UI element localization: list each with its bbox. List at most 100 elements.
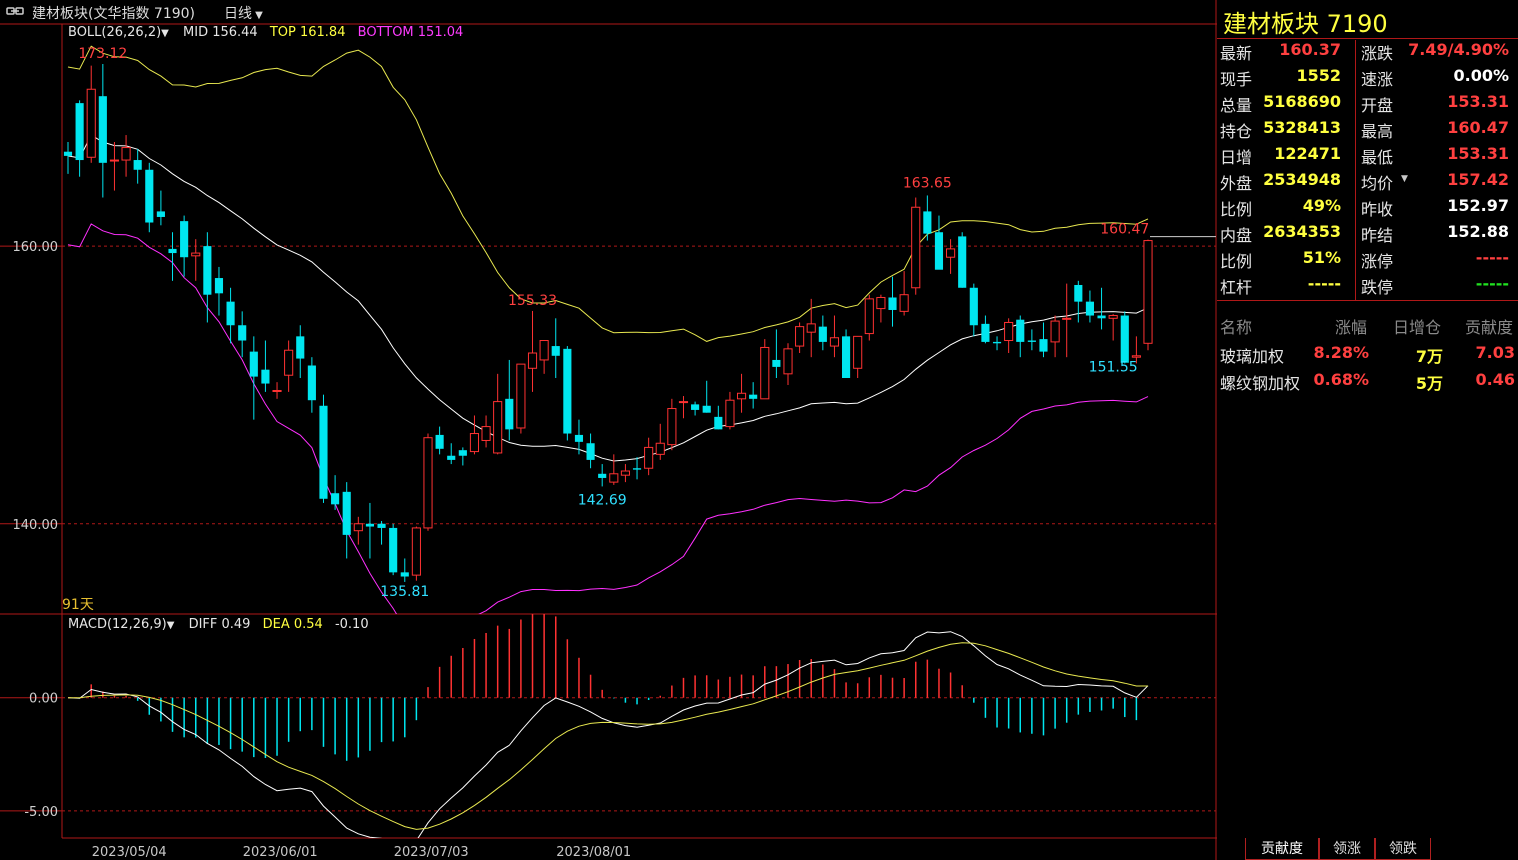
macd-diff-value: DIFF 0.49 [188,617,251,632]
contribution-table-header[interactable]: 涨幅 [1335,318,1368,337]
candle [586,433,595,469]
candle-body [342,491,351,535]
candle [760,339,770,400]
candle [447,443,456,465]
chevron-down-icon[interactable]: ▼ [1401,174,1408,184]
candle [783,343,793,385]
candle-body [109,159,120,162]
candle [307,357,316,413]
contribution-cell-contrib: 0.46 [1475,370,1515,389]
candle [75,100,84,177]
quote-label: 杠杆 [1220,278,1253,297]
tab-top-losers[interactable]: 领跌 [1375,838,1431,860]
chevron-down-icon[interactable]: ▼ [166,620,175,631]
contribution-table-header[interactable]: 名称 [1220,318,1253,337]
candle [864,294,874,341]
tab-contribution[interactable]: 贡献度 [1245,838,1319,860]
candle-body [458,450,467,456]
candle-body [1131,355,1141,358]
price-axis-label: 140.00 [13,518,59,533]
panel-tabs: 贡献度 领涨 领跌 [1235,838,1518,860]
candle-body [1039,339,1048,352]
quote-panel: 建材板块 7190 最新 160.37 涨跌 7.49/4.90% 现手 1552 速涨 0.… [1217,0,1518,860]
candle-body [365,523,374,527]
boll-top-line [67,45,1149,342]
candle-body [714,416,723,430]
chevron-down-icon[interactable]: ▼ [161,28,169,39]
candle [1062,283,1072,358]
candle-body [1085,301,1094,316]
boll-header: BOLL(26,26,2)▼ MID 156.44 TOP 161.84 BOT… [68,25,463,40]
candle-body [772,359,781,367]
candle [795,322,805,354]
candle [632,457,642,480]
candle [946,239,956,274]
quote-label: 持仓 [1220,122,1253,141]
macd-dea-value: DEA 0.54 [262,617,323,632]
date-axis-label: 2023/07/03 [394,845,469,860]
chart-topbar: 建材板块(文华指数 7190) 日线 ▼ [0,0,1216,24]
contribution-table-header[interactable]: 贡献度 [1465,318,1514,337]
price-annotation-mid_high: 155.33 [508,293,557,309]
candle [714,405,723,430]
candle-body [620,470,630,476]
quote-column-divider [1355,40,1356,300]
candle [1050,315,1060,358]
contribution-cell-contrib: 7.03 [1475,343,1515,362]
quote-value: 122471 [1274,144,1341,163]
candle-body [563,348,572,434]
candle-body [505,398,514,430]
instrument-title: 建材板块(文华指数 7190) [32,6,196,22]
candle [551,318,560,378]
candle-body [1027,340,1036,342]
candle-body [958,236,967,288]
candle [563,346,572,441]
candle-body [1062,317,1072,320]
quote-label: 比例 [1220,252,1253,271]
candle-body [168,248,177,254]
quote-label: 比例 [1220,200,1253,219]
candle [156,190,165,226]
contribution-cell-name[interactable]: 玻璃加权 [1220,347,1285,366]
candle-body [1016,319,1025,342]
candle [829,315,840,358]
candle-body [319,405,328,499]
candle-body [238,325,247,341]
candle-body [539,340,549,361]
candle [481,415,491,448]
quote-label: 内盘 [1220,226,1253,245]
period-selector[interactable]: 日线 ▼ [224,3,263,23]
tab-top-gainers[interactable]: 领涨 [1319,838,1375,860]
candle [539,340,549,374]
candle [1131,336,1141,364]
candle-body [353,523,363,532]
candle [411,526,421,581]
contribution-table-header[interactable]: 日增仓 [1393,318,1442,337]
candle-body [423,437,433,529]
quote-label: 昨收 [1361,200,1394,219]
candle-body [842,336,851,378]
candle [1039,322,1048,358]
candle [772,329,781,378]
candle-body [899,294,909,312]
candle-body [493,401,503,454]
panel-divider [1217,300,1518,301]
link-icon[interactable] [6,4,24,18]
candle-body [261,369,270,384]
candle [702,380,711,413]
quote-value: 152.88 [1447,222,1509,241]
candle-body [226,301,235,326]
price-chart[interactable]: 160.00 140.00 0.00 -5.00 2023/05/04 2023/06/… [0,0,1217,860]
quote-label: 涨跌 [1361,44,1394,63]
candle [191,239,201,281]
boll-indicator-name[interactable]: BOLL(26,26,2) [68,25,162,40]
macd-indicator-name[interactable]: MACD(12,26,9) [68,617,167,632]
quote-value: 7.49/4.90% [1408,40,1509,59]
contribution-cell-name[interactable]: 螺纹钢加权 [1220,374,1301,393]
candle-body [284,349,294,376]
candle [435,426,444,455]
candle-body [1143,240,1153,344]
quote-value: 2634353 [1263,222,1341,241]
quote-row: 最新 160.37 涨跌 7.49/4.90% [1217,40,1518,66]
candle [992,336,1002,351]
